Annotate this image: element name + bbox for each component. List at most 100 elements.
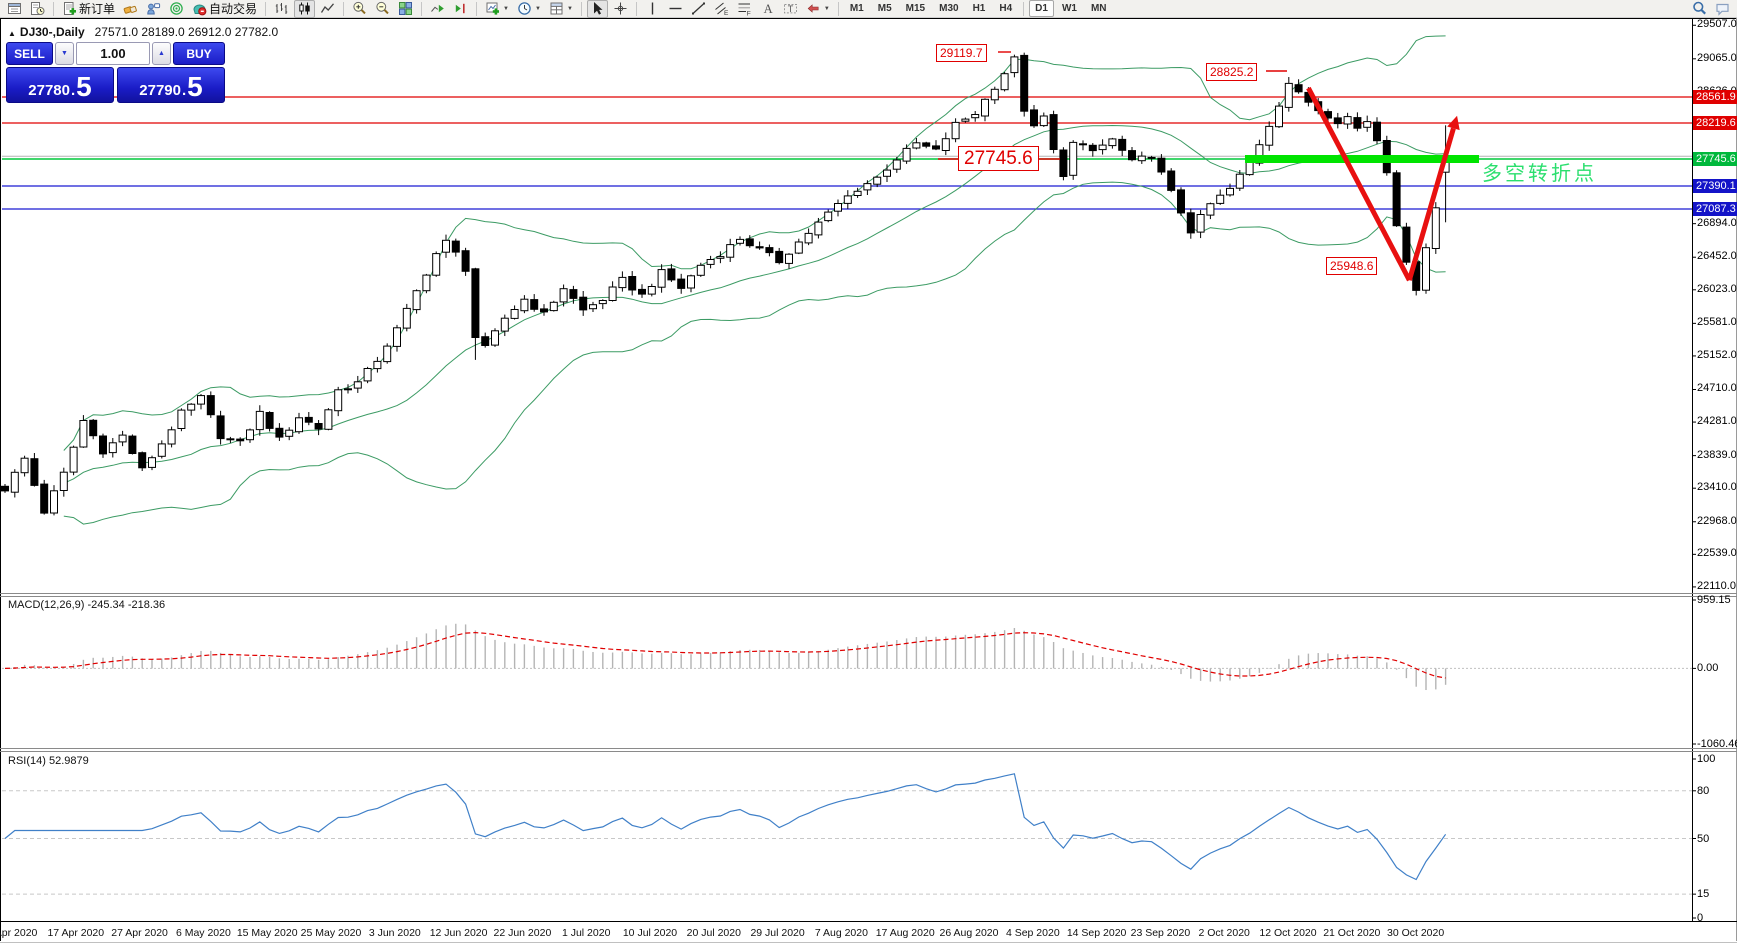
vline-icon[interactable] <box>642 0 663 18</box>
crosshair-icon[interactable] <box>610 0 631 18</box>
auto-scroll-icon[interactable] <box>427 0 448 18</box>
price-tick: 29065.0 <box>1697 51 1737 64</box>
bar-chart-icon[interactable] <box>271 0 292 18</box>
trendline-icon[interactable] <box>688 0 709 18</box>
feedback-icon[interactable] <box>1712 0 1733 18</box>
date-label: 26 Aug 2020 <box>939 927 999 939</box>
date-label: 12 Oct 2020 <box>1259 927 1317 939</box>
autotrade-icon[interactable]: 自动交易 <box>189 0 260 18</box>
toolbar-separator <box>635 1 637 16</box>
price-tick: 26452.0 <box>1697 250 1737 263</box>
hline-icon[interactable] <box>665 0 686 18</box>
sell-price-box[interactable]: 27780. 5 <box>6 67 114 103</box>
macd-tick: 959.15 <box>1697 594 1731 606</box>
buy-price-box[interactable]: 27790. 5 <box>117 67 225 103</box>
template-icon[interactable]: ▼ <box>546 0 576 18</box>
toolbar-separator <box>265 1 267 16</box>
candlestick-icon[interactable] <box>294 0 316 18</box>
timeframe-mn[interactable]: MN <box>1090 3 1107 14</box>
toolbar-separator <box>476 1 478 16</box>
price-badge: 28219.6 <box>1693 116 1737 130</box>
macd-values: -245.34 -218.36 <box>87 599 166 611</box>
toolbar-separator <box>1023 1 1025 16</box>
date-label: 1 Jul 2020 <box>561 927 611 939</box>
signal-icon[interactable] <box>166 0 187 18</box>
chart-shift-icon[interactable] <box>450 0 471 18</box>
date-label: 30 Oct 2020 <box>1386 927 1445 939</box>
toolbar-separator <box>837 1 839 16</box>
rsi-tick: 100 <box>1697 753 1716 765</box>
toolbar-separator <box>580 1 582 16</box>
search-icon[interactable] <box>1689 0 1710 18</box>
timeframe-m1[interactable]: M1 <box>849 3 864 14</box>
price-tick: 23839.0 <box>1697 448 1737 461</box>
svg-text:F: F <box>747 11 751 17</box>
fibonacci-icon[interactable]: F <box>734 0 755 18</box>
timeframe-h4[interactable]: H4 <box>999 3 1013 14</box>
date-label: 23 Sep 2020 <box>1130 927 1191 939</box>
date-label: 12 Jun 2020 <box>429 927 488 939</box>
price-tick: 25581.0 <box>1697 316 1737 329</box>
collapse-triangle-icon[interactable]: ▲ <box>8 29 16 38</box>
zoom-in-icon[interactable] <box>349 0 370 18</box>
rsi-tick: 80 <box>1697 784 1710 797</box>
price-tick: 22539.0 <box>1697 547 1737 560</box>
timeframe-m30[interactable]: M30 <box>939 3 959 14</box>
price-tick: 29507.0 <box>1697 18 1737 31</box>
new-chart-icon[interactable]: ▼ <box>482 0 512 18</box>
price-badge: 27745.6 <box>1693 152 1737 166</box>
price-badge: 27087.3 <box>1693 201 1737 216</box>
tile-windows-icon[interactable] <box>395 0 416 18</box>
market-watch-icon[interactable] <box>27 0 48 18</box>
volume-increase-button[interactable]: ▲ <box>152 42 171 65</box>
volume-input[interactable] <box>76 42 150 65</box>
cursor-icon[interactable] <box>586 0 608 18</box>
new-order-icon[interactable]: 新订单 <box>59 0 118 18</box>
buy-button[interactable]: BUY <box>173 42 225 65</box>
rsi-indicator-label: RSI(14) 52.9879 <box>8 755 89 767</box>
toolbar-separator <box>421 1 423 16</box>
price-tick: 26023.0 <box>1697 282 1737 295</box>
date-label: 21 Oct 2020 <box>1323 927 1381 939</box>
date-label: 25 May 2020 <box>300 927 362 939</box>
timeframe-m5[interactable]: M5 <box>877 3 892 14</box>
annotation-september-high[interactable]: 29119.7 <box>936 44 987 62</box>
text-icon[interactable]: A <box>757 0 778 18</box>
label-icon[interactable]: T <box>780 0 801 18</box>
one-click-trading-panel: SELL ▼ ▲ BUY 27780.5 27790.5 <box>6 42 225 103</box>
chart-ohlc-values: 27571.0 28189.0 26912.0 27782.0 <box>94 25 279 39</box>
eraser-icon[interactable] <box>120 0 141 18</box>
price-tick: 25152.0 <box>1697 348 1737 361</box>
timeframe-d1[interactable]: D1 <box>1029 0 1054 17</box>
timeframe-m15[interactable]: M15 <box>905 3 926 14</box>
price-tick: 22110.0 <box>1697 579 1736 592</box>
macd-indicator-label: MACD(12,26,9) -245.34 -218.36 <box>8 599 165 611</box>
price-tick: 22968.0 <box>1697 514 1737 527</box>
macd-name: MACD(12,26,9) <box>8 599 85 611</box>
annotation-pivot-level[interactable]: 27745.6 <box>958 146 1039 171</box>
timeframe-h1[interactable]: H1 <box>972 3 986 14</box>
volume-decrease-button[interactable]: ▼ <box>55 42 74 65</box>
annotation-pivot-text[interactable]: 多空转折点 <box>1482 163 1597 185</box>
macd-tick: 0.00 <box>1697 662 1719 675</box>
date-label: 29 Jul 2020 <box>750 927 805 939</box>
buy-price-big-digit: 5 <box>187 71 203 102</box>
period-clock-icon[interactable]: ▼ <box>514 0 544 18</box>
zoom-out-icon[interactable] <box>372 0 393 18</box>
price-tick: 24710.0 <box>1697 382 1737 395</box>
date-label: 7 Aug 2020 <box>814 927 868 939</box>
chart-symbol: DJ30-,Daily <box>19 25 85 39</box>
line-chart-icon[interactable] <box>317 0 338 18</box>
shapes-icon[interactable]: ▼ <box>803 0 833 18</box>
annotation-october-high[interactable]: 28825.2 <box>1206 63 1258 81</box>
rsi-tick: 50 <box>1697 832 1710 845</box>
timeframe-w1[interactable]: W1 <box>1061 3 1077 14</box>
svg-text:E: E <box>724 10 729 16</box>
chart-window-icon[interactable] <box>4 0 25 18</box>
annotation-october-low[interactable]: 25948.6 <box>1326 257 1378 275</box>
rsi-value: 52.9879 <box>48 755 89 767</box>
chat-icon[interactable] <box>143 0 164 18</box>
channel-icon[interactable]: E <box>711 0 732 18</box>
sell-button[interactable]: SELL <box>6 42 53 65</box>
